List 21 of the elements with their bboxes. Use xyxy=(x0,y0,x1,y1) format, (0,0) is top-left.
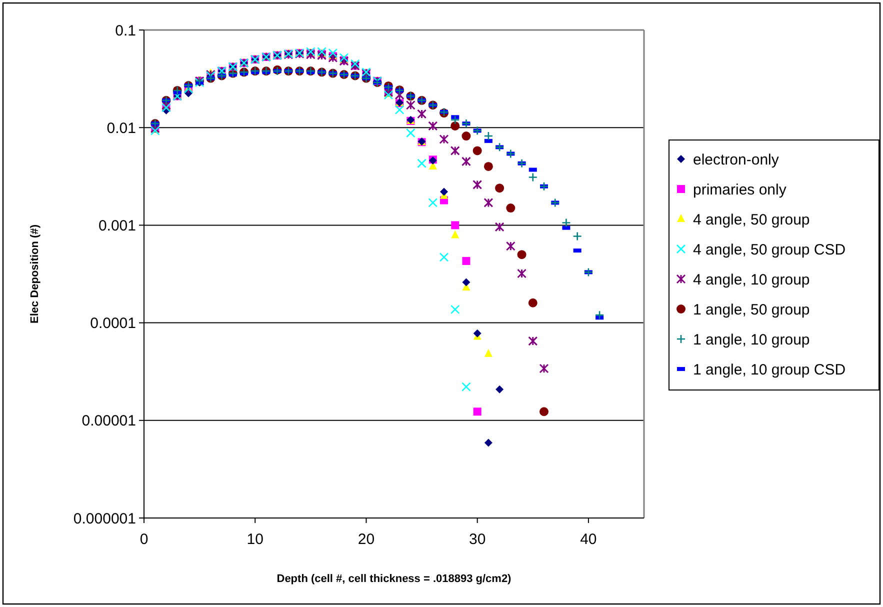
legend-label: 4 angle, 50 group CSD xyxy=(693,241,846,258)
y-tick-label: 0.001 xyxy=(98,217,136,234)
y-axis-title: Elec Deposition (#) xyxy=(29,224,41,324)
x-axis-title: Depth (cell #, cell thickness = .018893 g/cm2) xyxy=(276,573,512,585)
x-tick-label: 0 xyxy=(140,531,148,548)
x-tick-label: 10 xyxy=(246,531,264,548)
legend-label: 4 angle, 50 group xyxy=(693,211,810,228)
legend-label: primaries only xyxy=(693,181,787,198)
y-tick-label: 0.00001 xyxy=(82,412,136,430)
legend-label: electron-only xyxy=(693,151,780,168)
legend-label: 1 angle, 10 group CSD xyxy=(693,361,846,378)
y-tick-label: 0.1 xyxy=(115,22,136,40)
y-tick-label: 0.000001 xyxy=(73,510,136,528)
legend-label: 4 angle, 10 group xyxy=(693,271,810,288)
x-tick-label: 30 xyxy=(468,531,486,548)
legend-label: 1 angle, 10 group xyxy=(693,331,810,348)
legend-label: 1 angle, 50 group xyxy=(693,301,810,318)
x-tick-label: 40 xyxy=(580,531,597,548)
y-tick-label: 0.0001 xyxy=(90,315,136,332)
x-tick-label: 20 xyxy=(358,531,375,548)
y-tick-label: 0.01 xyxy=(106,120,136,137)
